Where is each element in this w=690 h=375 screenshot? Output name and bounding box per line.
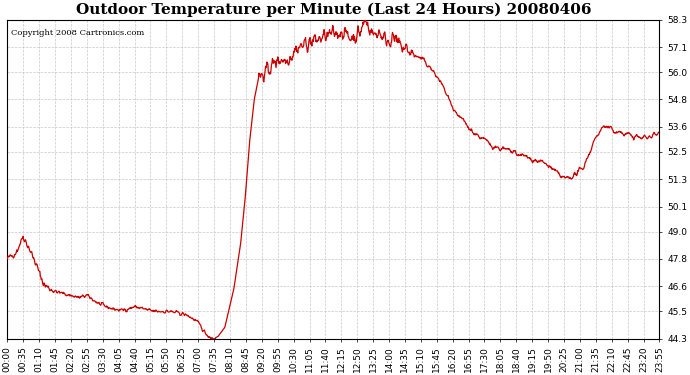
- Title: Outdoor Temperature per Minute (Last 24 Hours) 20080406: Outdoor Temperature per Minute (Last 24 …: [76, 3, 591, 17]
- Text: Copyright 2008 Cartronics.com: Copyright 2008 Cartronics.com: [10, 29, 144, 37]
